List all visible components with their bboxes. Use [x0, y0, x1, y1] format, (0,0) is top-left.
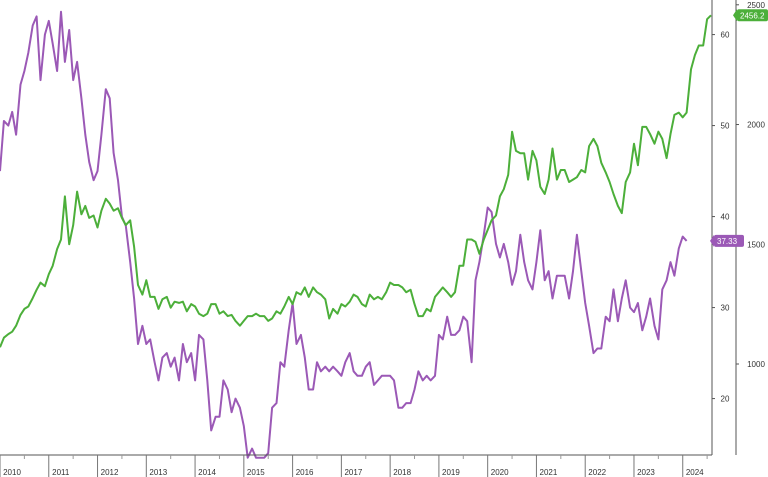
last-value-badges: 37.33 2456.2 — [710, 9, 768, 247]
x-tick-label: 2010 — [3, 468, 21, 477]
inner-y-tick-label: 30 — [721, 304, 730, 313]
last-value-label-purple: 37.33 — [717, 237, 738, 246]
series-lines — [0, 10, 712, 459]
x-tick-label: 2014 — [198, 468, 216, 477]
series-line-purple — [0, 10, 688, 459]
axes — [0, 0, 739, 477]
series-line-green — [0, 14, 712, 348]
last-value-badge-pointer-green — [733, 9, 737, 22]
x-tick-label: 2011 — [52, 468, 70, 477]
tick-labels: 2010 2011 2012 2013 2014 2015 2016 2017 2018 2019… — [3, 1, 765, 477]
last-value-badge-purple — [714, 234, 744, 247]
outer-y-tick-label: 2000 — [747, 121, 765, 130]
x-tick-label: 2020 — [491, 468, 509, 477]
inner-y-tick-label: 40 — [721, 213, 730, 222]
last-value-label-green: 2456.2 — [740, 11, 765, 20]
x-tick-label: 2024 — [686, 468, 704, 477]
x-tick-label: 2018 — [393, 468, 411, 477]
x-tick-label: 2023 — [637, 468, 655, 477]
x-tick-label: 2012 — [101, 468, 119, 477]
last-value-badge-green — [737, 9, 768, 22]
x-tick-label: 2013 — [149, 468, 167, 477]
last-value-badge-pointer-purple — [710, 234, 714, 247]
inner-y-tick-label: 20 — [721, 395, 730, 404]
outer-y-tick-label: 1500 — [747, 240, 765, 249]
x-tick-label: 2021 — [540, 468, 558, 477]
inner-y-tick-label: 60 — [721, 31, 730, 40]
x-tick-label: 2017 — [344, 468, 362, 477]
inner-y-tick-label: 50 — [721, 122, 730, 131]
x-tick-label: 2019 — [442, 468, 460, 477]
x-tick-label: 2016 — [296, 468, 314, 477]
x-tick-label: 2022 — [588, 468, 606, 477]
outer-y-tick-label: 2500 — [747, 1, 765, 10]
x-tick-label: 2015 — [247, 468, 265, 477]
outer-y-tick-label: 1000 — [747, 360, 765, 369]
